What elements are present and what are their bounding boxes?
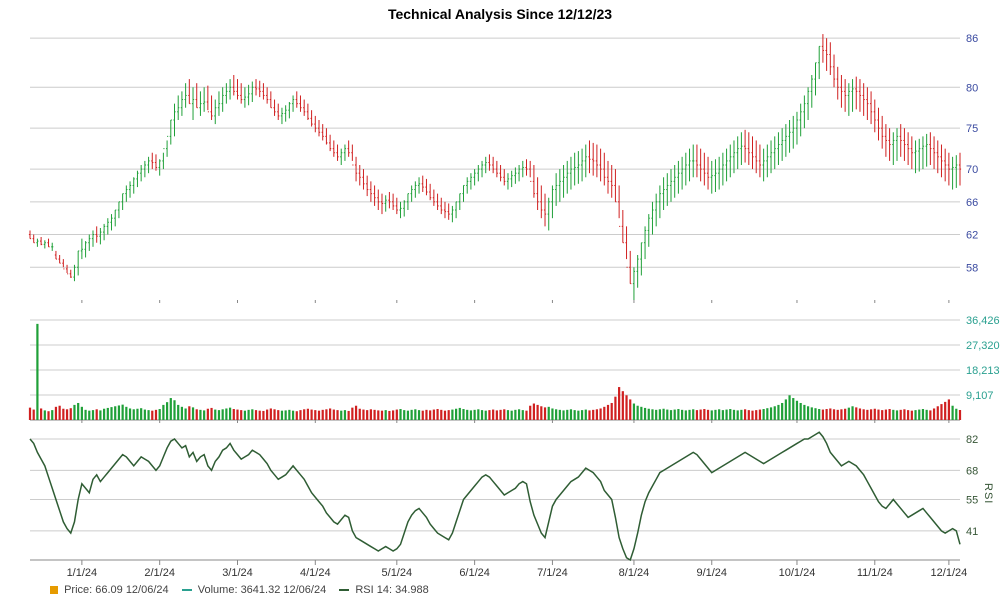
svg-text:7/1/24: 7/1/24 [537, 567, 568, 579]
svg-text:66: 66 [966, 197, 978, 209]
legend-rsi-text: RSI 14: 34.988 [355, 584, 428, 596]
svg-text:62: 62 [966, 230, 978, 242]
svg-text:5/1/24: 5/1/24 [382, 567, 413, 579]
legend-price-swatch [50, 586, 58, 594]
svg-text:18,213: 18,213 [966, 365, 1000, 377]
svg-text:8/1/24: 8/1/24 [619, 567, 650, 579]
svg-text:80: 80 [966, 82, 978, 94]
legend-rsi-swatch [339, 589, 349, 591]
legend-volume-swatch [182, 589, 192, 591]
svg-text:58: 58 [966, 262, 978, 274]
rsi-axis-label: RSI [982, 483, 994, 504]
svg-text:86: 86 [966, 33, 978, 45]
chart-svg: 58 62 66 70 75 80 86 9,107 18,213 27,320 36,426 41 5… [0, 0, 1000, 600]
svg-text:10/1/24: 10/1/24 [779, 567, 816, 579]
svg-text:9,107: 9,107 [966, 390, 994, 402]
svg-text:82: 82 [966, 434, 978, 446]
svg-text:2/1/24: 2/1/24 [144, 567, 175, 579]
svg-text:6/1/24: 6/1/24 [459, 567, 490, 579]
svg-text:75: 75 [966, 123, 978, 135]
svg-text:9/1/24: 9/1/24 [696, 567, 727, 579]
svg-text:36,426: 36,426 [966, 315, 1000, 327]
svg-text:70: 70 [966, 164, 978, 176]
svg-text:41: 41 [966, 526, 978, 538]
svg-text:12/1/24: 12/1/24 [931, 567, 968, 579]
svg-text:3/1/24: 3/1/24 [222, 567, 253, 579]
svg-text:27,320: 27,320 [966, 340, 1000, 352]
svg-text:1/1/24: 1/1/24 [67, 567, 98, 579]
legend-volume-text: Volume: 3641.32 12/06/24 [198, 584, 326, 596]
svg-text:11/1/24: 11/1/24 [857, 567, 893, 579]
svg-text:4/1/24: 4/1/24 [300, 567, 331, 579]
svg-text:55: 55 [966, 494, 978, 506]
legend-price-text: Price: 66.09 12/06/24 [64, 584, 169, 596]
legend: Price: 66.09 12/06/24 Volume: 3641.32 12… [40, 584, 429, 596]
svg-text:68: 68 [966, 465, 978, 477]
